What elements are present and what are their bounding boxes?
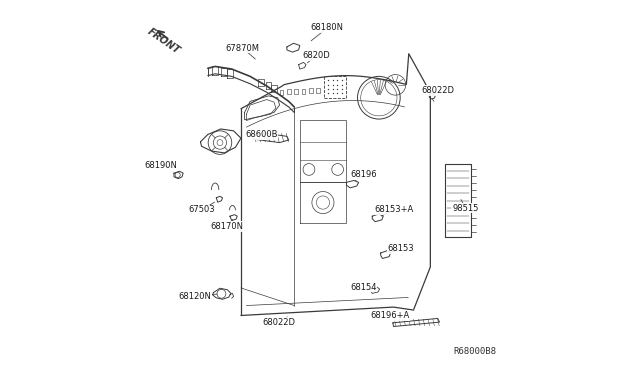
Text: FRONT: FRONT xyxy=(145,26,182,55)
Text: 68180N: 68180N xyxy=(311,23,344,32)
Text: 68190N: 68190N xyxy=(145,161,177,170)
Text: 67503: 67503 xyxy=(188,205,215,214)
Bar xyxy=(301,89,305,94)
Bar xyxy=(309,88,313,93)
Bar xyxy=(294,89,298,94)
Text: 6820D: 6820D xyxy=(303,51,330,60)
Text: 68022D: 68022D xyxy=(262,318,295,327)
Text: 68154: 68154 xyxy=(350,283,377,292)
Bar xyxy=(287,89,291,94)
Text: 67870M: 67870M xyxy=(226,44,260,52)
Text: 68022D: 68022D xyxy=(421,86,454,95)
Text: 68120N: 68120N xyxy=(179,292,211,301)
Bar xyxy=(316,88,320,93)
Text: 98515: 98515 xyxy=(452,203,479,212)
Text: 68153: 68153 xyxy=(388,244,414,253)
Text: 68600B: 68600B xyxy=(245,130,277,139)
Text: 68153+A: 68153+A xyxy=(374,205,413,214)
Text: R68000B8: R68000B8 xyxy=(454,347,497,356)
Text: 68196: 68196 xyxy=(350,170,377,179)
Bar xyxy=(280,90,284,95)
Text: 68170N: 68170N xyxy=(211,222,244,231)
Text: 68196+A: 68196+A xyxy=(371,311,410,320)
